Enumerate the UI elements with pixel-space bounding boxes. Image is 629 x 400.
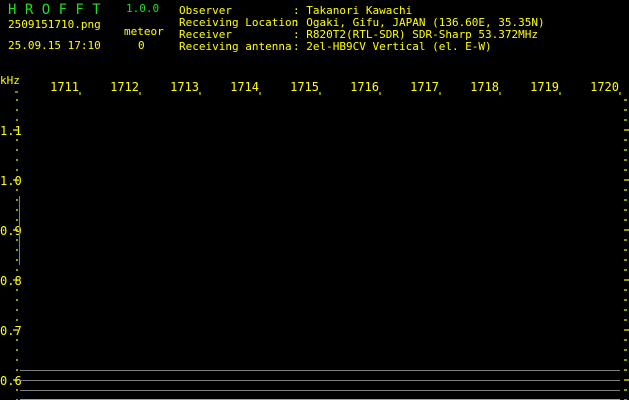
x-tick-label: 1713 <box>170 80 199 94</box>
y-tick-label: 0.9 <box>0 224 22 238</box>
info-label: Receiving Location <box>179 16 299 29</box>
app-title: H R O F F T <box>8 2 101 18</box>
file-name: 2509151710.png <box>8 18 101 31</box>
x-tick-label: 1712 <box>110 80 139 94</box>
x-tick-label: 1717 <box>410 80 439 94</box>
x-tick-label: 1719 <box>530 80 559 94</box>
x-tick-label: 1715 <box>290 80 319 94</box>
axis-unit: kHz <box>0 74 20 87</box>
y-tick-label: 0.6 <box>0 374 22 388</box>
x-tick-label: 1716 <box>350 80 379 94</box>
x-tick-label: 1714 <box>230 80 259 94</box>
y-tick-label: 0.8 <box>0 274 22 288</box>
info-value: : 2el-HB9CV Vertical (el. E-W) <box>293 40 492 53</box>
info-label: Receiver <box>179 28 232 41</box>
meteor-label: meteor <box>124 25 164 38</box>
info-label: Observer <box>179 4 232 17</box>
info-value: : R820T2(RTL-SDR) SDR-Sharp 53.372MHz <box>293 28 539 41</box>
info-value: : Takanori Kawachi <box>293 4 413 17</box>
meteor-count: 0 <box>138 39 145 52</box>
info-label: Receiving antenna <box>179 40 292 53</box>
file-datetime: 25.09.15 17:10 <box>8 39 101 52</box>
y-tick-label: 1.0 <box>0 174 22 188</box>
x-tick-label: 1711 <box>50 80 79 94</box>
app-version: 1.0.0 <box>126 2 160 15</box>
y-tick-label: 1.1 <box>0 124 22 138</box>
x-tick-label: 1718 <box>470 80 499 94</box>
y-tick-label: 0.7 <box>0 324 22 338</box>
x-tick-label: 1720 <box>590 80 619 94</box>
info-value: : Ogaki, Gifu, JAPAN (136.60E, 35.35N) <box>293 16 545 29</box>
